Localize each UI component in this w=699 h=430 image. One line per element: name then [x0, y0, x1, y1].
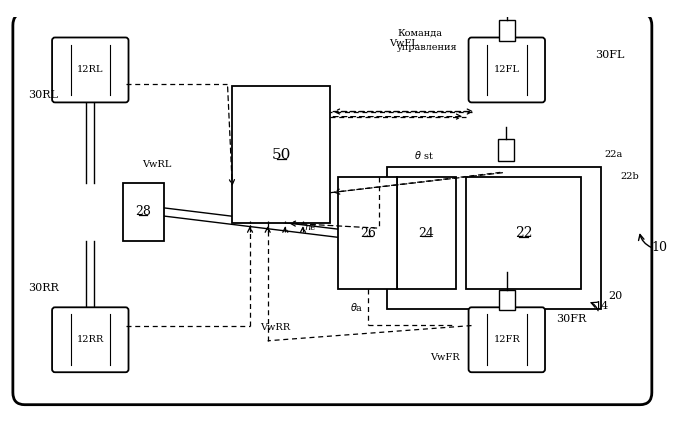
Text: управления: управления [397, 43, 458, 52]
Bar [499, 290, 514, 310]
Text: 20: 20 [609, 291, 623, 301]
Text: $\theta$ st: $\theta$ st [414, 149, 433, 161]
Text: 30FR: 30FR [556, 313, 586, 323]
Text: 12FR: 12FR [493, 335, 520, 344]
FancyBboxPatch shape [468, 307, 545, 372]
Text: VwRL: VwRL [142, 160, 172, 169]
Text: 22b: 22b [621, 172, 639, 181]
Text: 12RR: 12RR [77, 335, 104, 344]
Text: 30FL: 30FL [595, 50, 624, 60]
Bar [397, 178, 456, 289]
Text: Команда: Команда [397, 28, 442, 37]
Text: VwFR: VwFR [431, 353, 460, 362]
Bar [338, 178, 397, 289]
Bar [122, 183, 164, 241]
Text: 28: 28 [136, 206, 151, 218]
FancyBboxPatch shape [13, 13, 652, 405]
Text: 30RL: 30RL [29, 90, 59, 100]
Text: 24: 24 [419, 227, 434, 240]
Bar [232, 86, 331, 223]
Bar [499, 20, 514, 40]
Bar [498, 139, 514, 161]
Text: VwRR: VwRR [260, 322, 290, 332]
FancyBboxPatch shape [52, 37, 129, 102]
Text: 22: 22 [514, 226, 532, 240]
Bar [466, 178, 582, 289]
Text: 50: 50 [272, 147, 291, 162]
Text: 14: 14 [595, 301, 610, 311]
Text: ne: ne [304, 223, 316, 232]
Text: 30RR: 30RR [29, 283, 59, 293]
Text: $\theta$a: $\theta$a [350, 301, 363, 313]
Text: 22a: 22a [605, 150, 623, 159]
Text: 12FL: 12FL [493, 65, 520, 74]
FancyBboxPatch shape [468, 37, 545, 102]
Text: 26: 26 [360, 227, 375, 240]
Text: VwFL: VwFL [389, 39, 418, 48]
Text: 12RL: 12RL [77, 65, 103, 74]
Text: 10: 10 [652, 240, 668, 254]
Bar [387, 167, 601, 309]
FancyBboxPatch shape [52, 307, 129, 372]
